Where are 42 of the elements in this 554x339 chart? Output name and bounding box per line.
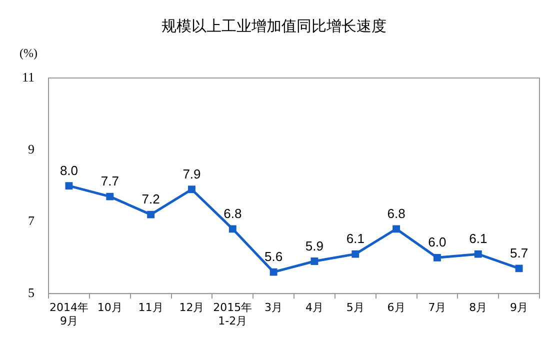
x-tick-label: 10月 bbox=[97, 301, 122, 314]
point bbox=[433, 254, 441, 262]
data-label: 7.7 bbox=[100, 174, 119, 189]
x-tick-label: 8月 bbox=[469, 301, 488, 314]
x-tick-label: 11月 bbox=[138, 301, 164, 314]
data-label: 5.7 bbox=[510, 246, 528, 261]
y-tick-label: 5 bbox=[28, 285, 35, 300]
y-axis-title: (%) bbox=[20, 46, 38, 60]
point bbox=[474, 250, 482, 258]
point bbox=[188, 186, 196, 194]
data-label: 6.0 bbox=[428, 234, 446, 250]
point bbox=[515, 264, 523, 272]
data-label: 6.1 bbox=[469, 231, 488, 246]
y-tick-label: 7 bbox=[28, 213, 36, 228]
data-label: 5.9 bbox=[305, 238, 324, 254]
point bbox=[65, 182, 73, 190]
point bbox=[352, 250, 360, 258]
data-label: 6.8 bbox=[387, 206, 406, 221]
y-tick-label: 11 bbox=[22, 69, 35, 84]
point bbox=[270, 268, 278, 276]
y-tick-label: 9 bbox=[28, 141, 35, 156]
point bbox=[310, 258, 318, 265]
data-label: 6.8 bbox=[224, 206, 242, 221]
point bbox=[392, 225, 400, 233]
point bbox=[228, 225, 236, 233]
point bbox=[106, 192, 114, 200]
data-label: 6.1 bbox=[346, 231, 364, 246]
data-label: 7.9 bbox=[182, 166, 201, 182]
data-label: 7.2 bbox=[142, 192, 160, 207]
x-tick-label: 6月 bbox=[387, 301, 406, 314]
x-tick-label: 2014年 9月 bbox=[49, 301, 88, 328]
x-tick-label: 4月 bbox=[305, 301, 324, 314]
x-tick-label: 7月 bbox=[428, 301, 446, 314]
x-tick-label: 9月 bbox=[510, 301, 528, 314]
data-label: 5.6 bbox=[264, 249, 283, 264]
chart-title: 规模以上工业增加值同比增长速度 bbox=[162, 16, 386, 35]
x-tick-label: 5月 bbox=[346, 301, 364, 314]
x-tick-label: 3月 bbox=[264, 301, 283, 314]
point bbox=[147, 210, 155, 218]
data-label: 8.0 bbox=[60, 162, 78, 178]
x-tick-label: 2015年 1-2月 bbox=[213, 301, 252, 328]
x-tick-label: 12月 bbox=[179, 301, 204, 314]
